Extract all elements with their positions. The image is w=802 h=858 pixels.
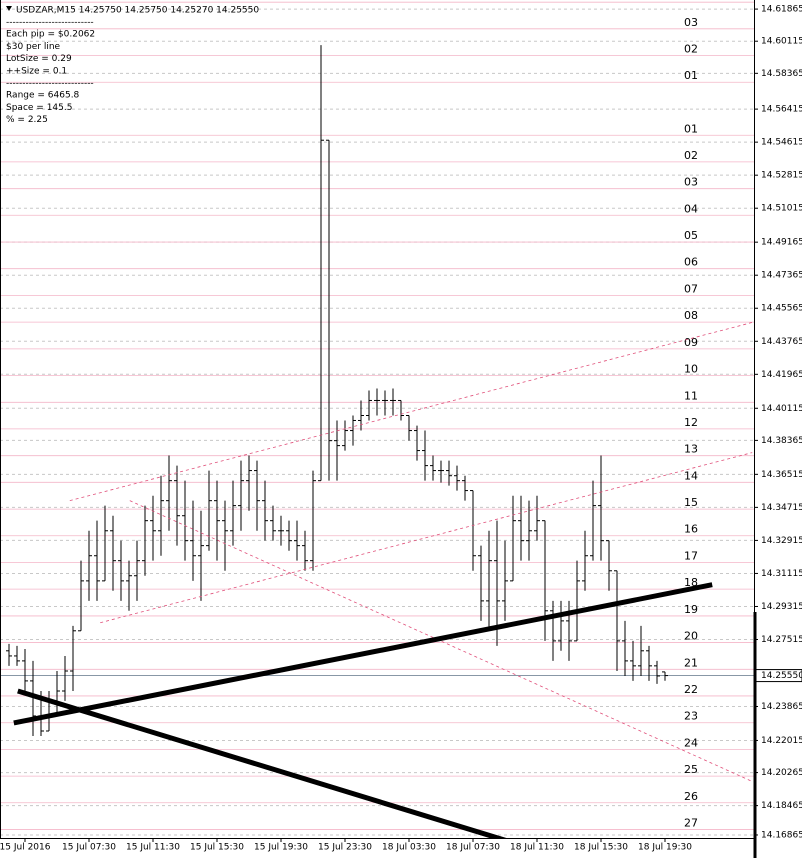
y-tick-label: 14.47365 xyxy=(761,271,802,281)
x-tick-label: 15 Jul 19:30 xyxy=(254,843,308,853)
level-label: 19 xyxy=(684,603,698,616)
axis-layer: 14.61865 14.60115 14.58365 14.56415 14.54615… xyxy=(0,5,802,853)
level-label: 23 xyxy=(684,710,698,723)
level-label: 21 xyxy=(684,656,698,669)
channel-line xyxy=(100,452,753,624)
trendline-layer xyxy=(13,322,753,838)
y-tick-label: 14.27515 xyxy=(761,635,802,645)
y-tick-label: 14.49165 xyxy=(761,238,802,248)
x-tick-label: 15 Jul 07:30 xyxy=(62,843,116,853)
y-tick-label: 14.52815 xyxy=(761,171,802,181)
x-tick-label: 15 Jul 15:30 xyxy=(190,843,244,853)
info-line: Range = 6465.8 xyxy=(6,91,80,101)
level-label: 14 xyxy=(684,469,698,482)
info-line: --------------------------- xyxy=(6,18,94,28)
y-tick-label: 14.45565 xyxy=(761,304,802,314)
info-line: Each pip = $0.2062 xyxy=(6,30,95,40)
level-label: 11 xyxy=(684,389,698,402)
symbol-line: USDZAR,M15 14.25750 14.25750 14.25270 14… xyxy=(16,6,259,16)
y-tick-label: 14.22015 xyxy=(761,736,802,746)
y-tick-label: 14.18465 xyxy=(761,801,802,811)
level-label: 05 xyxy=(684,229,698,242)
level-label: 02 xyxy=(684,43,698,56)
y-tick-label: 14.54615 xyxy=(761,138,802,148)
level-label: 02 xyxy=(684,149,698,162)
level-label: 15 xyxy=(684,496,698,509)
symbol-arrow xyxy=(6,6,12,11)
level-label: 09 xyxy=(684,336,698,349)
y-tick-label: 14.29315 xyxy=(761,602,802,612)
trend-line xyxy=(17,688,507,838)
y-tick-label: 14.56415 xyxy=(761,105,802,115)
level-label: 12 xyxy=(684,416,698,429)
level-label: 01 xyxy=(684,69,698,82)
level-label: 08 xyxy=(684,309,698,322)
y-tick-label: 14.58365 xyxy=(761,69,802,79)
x-tick-label: 15 Jul 23:30 xyxy=(318,843,372,853)
info-line: ++Size = 0.1 xyxy=(6,66,67,76)
info-line: $30 per line xyxy=(6,42,61,52)
x-tick-label: 18 Jul 15:30 xyxy=(574,843,628,853)
level-label: 10 xyxy=(684,363,698,376)
y-tick-label: 14.61865 xyxy=(761,5,802,15)
level-label: 01 xyxy=(684,122,698,135)
level-label: 24 xyxy=(684,736,698,749)
level-label: 07 xyxy=(684,282,698,295)
level-label: 22 xyxy=(684,683,698,696)
x-tick-label: 15 Jul 2016 xyxy=(0,843,51,853)
y-tick-label: 14.31115 xyxy=(761,569,802,579)
current-price-label: 14.25550 xyxy=(761,671,802,681)
level-label: 04 xyxy=(684,202,698,215)
y-tick-label: 14.16865 xyxy=(761,830,802,840)
x-tick-label: 18 Jul 07:30 xyxy=(446,843,500,853)
y-tick-label: 14.34715 xyxy=(761,503,802,513)
y-tick-label: 14.43765 xyxy=(761,337,802,347)
x-tick-label: 15 Jul 11:30 xyxy=(126,843,180,853)
level-label: 17 xyxy=(684,550,698,563)
level-label: 04 xyxy=(684,0,698,2)
info-line: LotSize = 0.29 xyxy=(6,54,72,64)
level-label: 26 xyxy=(684,790,698,803)
level-label: 16 xyxy=(684,523,698,536)
level-label: 03 xyxy=(684,16,698,29)
x-tick-label: 18 Jul 19:30 xyxy=(638,843,692,853)
y-tick-label: 14.36515 xyxy=(761,470,802,480)
level-layer: 04 03 02 01 01 02 03 04 05 06 07 08 09 10 11 12 13 14 15 16… xyxy=(0,0,754,830)
info-line: Space = 145.5 xyxy=(6,103,72,113)
level-label: 06 xyxy=(684,256,698,269)
y-tick-label: 14.41965 xyxy=(761,370,802,380)
level-label: 20 xyxy=(684,630,698,643)
x-tick-label: 18 Jul 11:30 xyxy=(510,843,564,853)
y-tick-label: 14.20265 xyxy=(761,768,802,778)
x-tick-label: 18 Jul 03:30 xyxy=(382,843,436,853)
trend-line xyxy=(13,582,713,726)
bar-layer xyxy=(6,45,668,736)
level-label: 13 xyxy=(684,443,698,456)
info-block: --------------------------- Each pip = $0… xyxy=(6,18,95,126)
info-line: % = 2.25 xyxy=(6,115,48,125)
level-label: 25 xyxy=(684,763,698,776)
y-tick-label: 14.60115 xyxy=(761,37,802,47)
level-label: 27 xyxy=(684,817,698,830)
y-tick-label: 14.40115 xyxy=(761,404,802,414)
y-tick-label: 14.23865 xyxy=(761,702,802,712)
info-line: --------------------------- xyxy=(6,79,94,89)
y-tick-label: 14.38365 xyxy=(761,436,802,446)
y-tick-label: 14.32915 xyxy=(761,536,802,546)
y-tick-label: 14.51015 xyxy=(761,204,802,214)
level-label: 03 xyxy=(684,176,698,189)
